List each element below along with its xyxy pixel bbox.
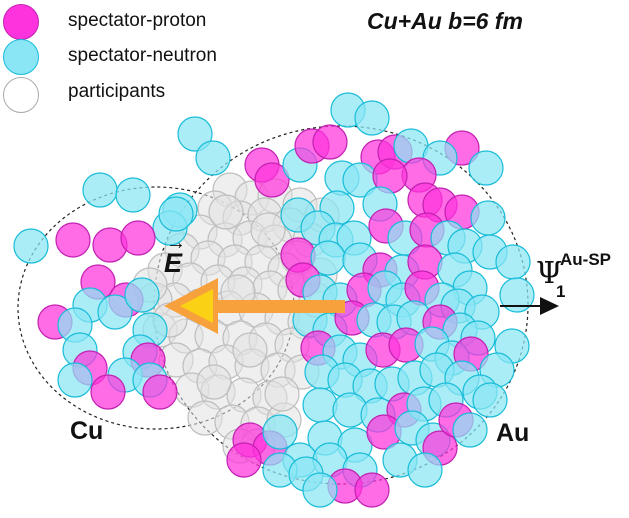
spectator-neutron-nucleon bbox=[302, 387, 338, 423]
legend-label-proton: spectator-proton bbox=[68, 10, 207, 31]
event-plane-arrow-head bbox=[540, 297, 559, 315]
spectator-proton-nucleon bbox=[120, 220, 156, 256]
spectator-proton-nucleon bbox=[55, 222, 91, 258]
spectator-neutron-nucleon bbox=[124, 277, 160, 313]
neutron-swatch-icon bbox=[3, 39, 39, 75]
event-plane-subscript: 1 bbox=[556, 282, 566, 301]
au-label: Au bbox=[496, 419, 530, 447]
field-direction-arrow bbox=[164, 278, 345, 334]
legend-label-participants: participants bbox=[68, 81, 166, 102]
spectator-neutron-nucleon bbox=[470, 200, 506, 236]
spectator-proton-nucleon bbox=[90, 374, 126, 410]
spectator-neutron-nucleon bbox=[452, 412, 488, 448]
spectator-proton-nucleon bbox=[312, 124, 348, 160]
spectators-layer bbox=[13, 92, 535, 508]
spectator-proton-nucleon bbox=[142, 374, 178, 410]
spectator-neutron-nucleon bbox=[195, 140, 231, 176]
event-plane-arrow bbox=[500, 297, 559, 315]
proton-swatch-icon bbox=[3, 4, 39, 40]
participant-swatch-icon bbox=[3, 77, 39, 113]
field-label: E bbox=[164, 248, 183, 278]
legend-label-neutron: spectator-neutron bbox=[68, 45, 217, 66]
spectator-neutron-nucleon bbox=[97, 294, 133, 330]
field-arrow-head-core bbox=[180, 289, 213, 323]
spectator-neutron-nucleon bbox=[158, 196, 194, 232]
cu-label: Cu bbox=[70, 417, 104, 445]
participant-nucleon bbox=[208, 194, 244, 230]
spectator-neutron-nucleon bbox=[499, 277, 535, 313]
spectator-proton-nucleon bbox=[226, 442, 262, 478]
collision-title: Cu+Au b=6 fm bbox=[367, 8, 523, 34]
spectator-neutron-nucleon bbox=[354, 100, 390, 136]
field-arrow-shaft bbox=[208, 300, 345, 313]
spectator-neutron-nucleon bbox=[472, 382, 508, 418]
event-plane-superscript: Au-SP bbox=[560, 250, 611, 269]
spectator-neutron-nucleon bbox=[262, 414, 298, 450]
spectator-neutron-nucleon bbox=[13, 228, 49, 264]
spectator-neutron-nucleon bbox=[177, 116, 213, 152]
field-vector-arrow-icon: → bbox=[166, 232, 186, 254]
spectator-neutron-nucleon bbox=[57, 362, 93, 398]
spectator-neutron-nucleon bbox=[82, 172, 118, 208]
spectator-neutron-nucleon bbox=[468, 150, 504, 186]
spectator-neutron-nucleon bbox=[302, 472, 338, 508]
participant-nucleon bbox=[232, 332, 268, 368]
spectator-neutron-nucleon bbox=[115, 177, 151, 213]
participant-nucleon bbox=[250, 212, 286, 248]
spectator-proton-nucleon bbox=[354, 472, 390, 508]
event-plane-symbol: Ψ bbox=[536, 256, 563, 291]
participant-nucleon bbox=[196, 364, 232, 400]
spectator-proton-nucleon bbox=[254, 162, 290, 198]
participant-nucleon bbox=[264, 376, 300, 412]
spectator-neutron-nucleon bbox=[407, 452, 443, 488]
spectator-neutron-nucleon bbox=[495, 244, 531, 280]
